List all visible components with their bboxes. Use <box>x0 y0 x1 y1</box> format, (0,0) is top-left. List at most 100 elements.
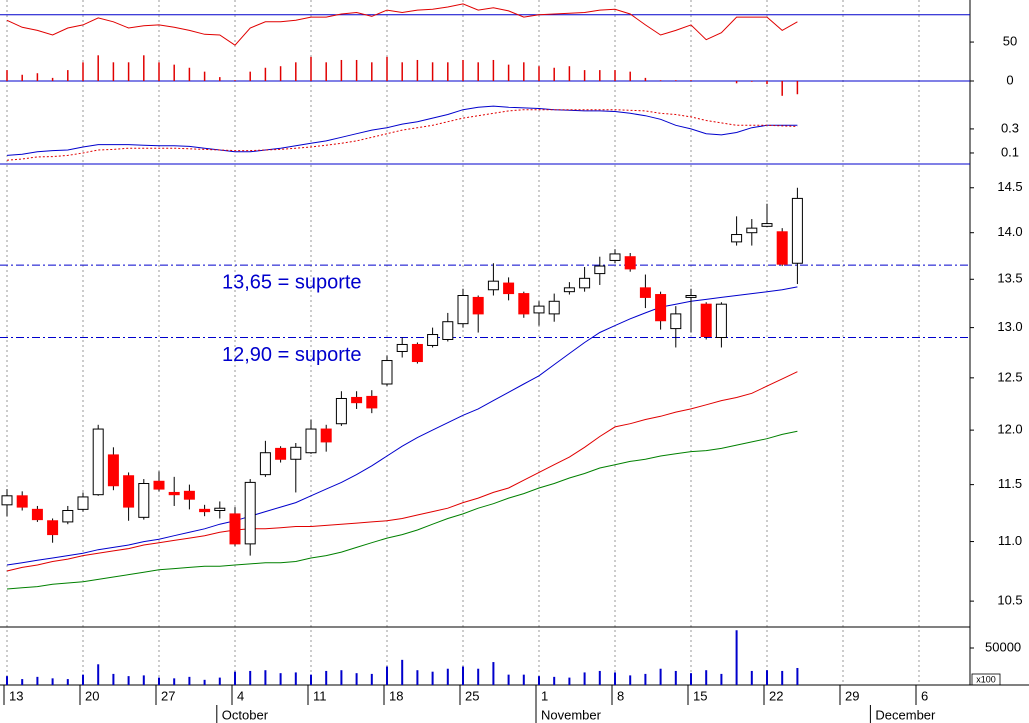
x-tick-label: 15 <box>693 688 707 703</box>
volume-bar <box>477 668 480 685</box>
volume-bar <box>234 671 236 685</box>
x-tick-label: 22 <box>769 688 783 703</box>
candle-body <box>229 513 241 545</box>
candle-body <box>731 234 743 243</box>
support-label: 13,65 = suporte <box>222 271 362 293</box>
y-tick-label: 13.0 <box>997 319 1022 334</box>
candle-body <box>670 313 682 330</box>
candle-body <box>351 396 363 404</box>
volume-bar <box>249 670 252 685</box>
volume-bar <box>310 674 312 685</box>
oscillator-line <box>6 3 798 46</box>
volume-bar <box>294 672 297 685</box>
x-tick-label: 6 <box>921 688 928 703</box>
candle-body <box>624 256 636 270</box>
candle-body <box>123 475 135 508</box>
candle-body <box>290 446 302 460</box>
candle-body <box>92 428 104 496</box>
volume-bar <box>158 677 160 685</box>
volume-bar <box>355 673 358 685</box>
candle-body <box>320 428 332 443</box>
candle-body <box>77 496 89 510</box>
candle-body <box>548 300 560 315</box>
candle-body <box>1 495 13 506</box>
y-tick-label: 14.5 <box>997 179 1022 194</box>
volume-bar <box>538 676 540 685</box>
volume-bar <box>370 673 373 685</box>
volume-bar <box>173 678 176 685</box>
volume-bar <box>750 670 753 685</box>
volume-bar <box>142 675 145 685</box>
candle-body <box>472 296 484 315</box>
volume-bar <box>705 670 708 685</box>
volume-bar <box>522 674 525 685</box>
candle-body <box>396 343 408 352</box>
candle-body <box>305 428 317 454</box>
candle-body <box>655 294 667 322</box>
volume-bar <box>431 671 434 685</box>
candle-body <box>487 280 499 291</box>
candle-body <box>411 343 423 363</box>
volume-bar <box>36 676 39 685</box>
moving-average <box>6 371 798 572</box>
candle-body <box>563 287 575 293</box>
volume-bar <box>203 679 206 685</box>
candle-body <box>275 447 287 460</box>
month-label: November <box>541 707 602 722</box>
candle-body <box>199 508 211 513</box>
volume-bar <box>507 674 510 685</box>
y-tick-label: 50 <box>1003 33 1017 48</box>
volume-bar <box>340 670 343 685</box>
volume-bar <box>325 670 328 685</box>
candle-body <box>214 507 226 511</box>
candle-body <box>244 481 256 545</box>
y-tick-label: 11.0 <box>998 533 1022 548</box>
volume-bar <box>416 670 419 685</box>
volume-bar <box>21 679 24 685</box>
candle-body <box>639 287 651 298</box>
volume-bar <box>127 676 130 685</box>
moving-average <box>6 430 798 590</box>
candle-body <box>62 509 74 523</box>
candle-body <box>533 305 545 314</box>
candle-body <box>107 454 119 487</box>
y-tick-label: 50000 <box>985 639 1021 654</box>
month-label: October <box>222 707 269 722</box>
volume-bar <box>690 673 692 685</box>
volume-bar <box>720 673 723 685</box>
volume-bar <box>112 673 115 685</box>
y-tick-label: 10.5 <box>997 593 1022 608</box>
candle-body <box>457 295 469 325</box>
volume-bar <box>796 667 799 685</box>
y-tick-label: 12.5 <box>997 369 1022 384</box>
candle-body <box>791 197 803 264</box>
candle-body <box>594 265 606 275</box>
volume-bar <box>446 668 449 685</box>
volume-bar <box>188 676 191 685</box>
y-tick-label: 11.5 <box>998 476 1022 491</box>
candle-body <box>609 253 621 261</box>
support-label: 12,90 = suporte <box>222 344 362 366</box>
candle-body <box>335 397 347 425</box>
volume-bar <box>568 677 571 685</box>
volume-bar <box>644 673 647 685</box>
indicator-line <box>6 109 798 161</box>
unit-label: x100 <box>976 674 996 684</box>
volume-bar <box>264 670 267 685</box>
candle-body <box>16 495 28 508</box>
candle-body <box>259 452 271 476</box>
volume-bar <box>766 670 768 685</box>
volume-bar <box>97 664 100 685</box>
indicator-line <box>6 105 798 156</box>
candle-body <box>518 293 530 315</box>
x-tick-label: 18 <box>389 688 403 703</box>
candle-body <box>138 483 150 518</box>
volume-bar <box>82 674 84 685</box>
y-tick-label: 0.1 <box>1001 144 1019 159</box>
x-tick-label: 8 <box>617 688 624 703</box>
candle-body <box>715 303 727 338</box>
y-tick-label: 0.3 <box>1001 120 1019 135</box>
volume-bar <box>629 675 632 685</box>
